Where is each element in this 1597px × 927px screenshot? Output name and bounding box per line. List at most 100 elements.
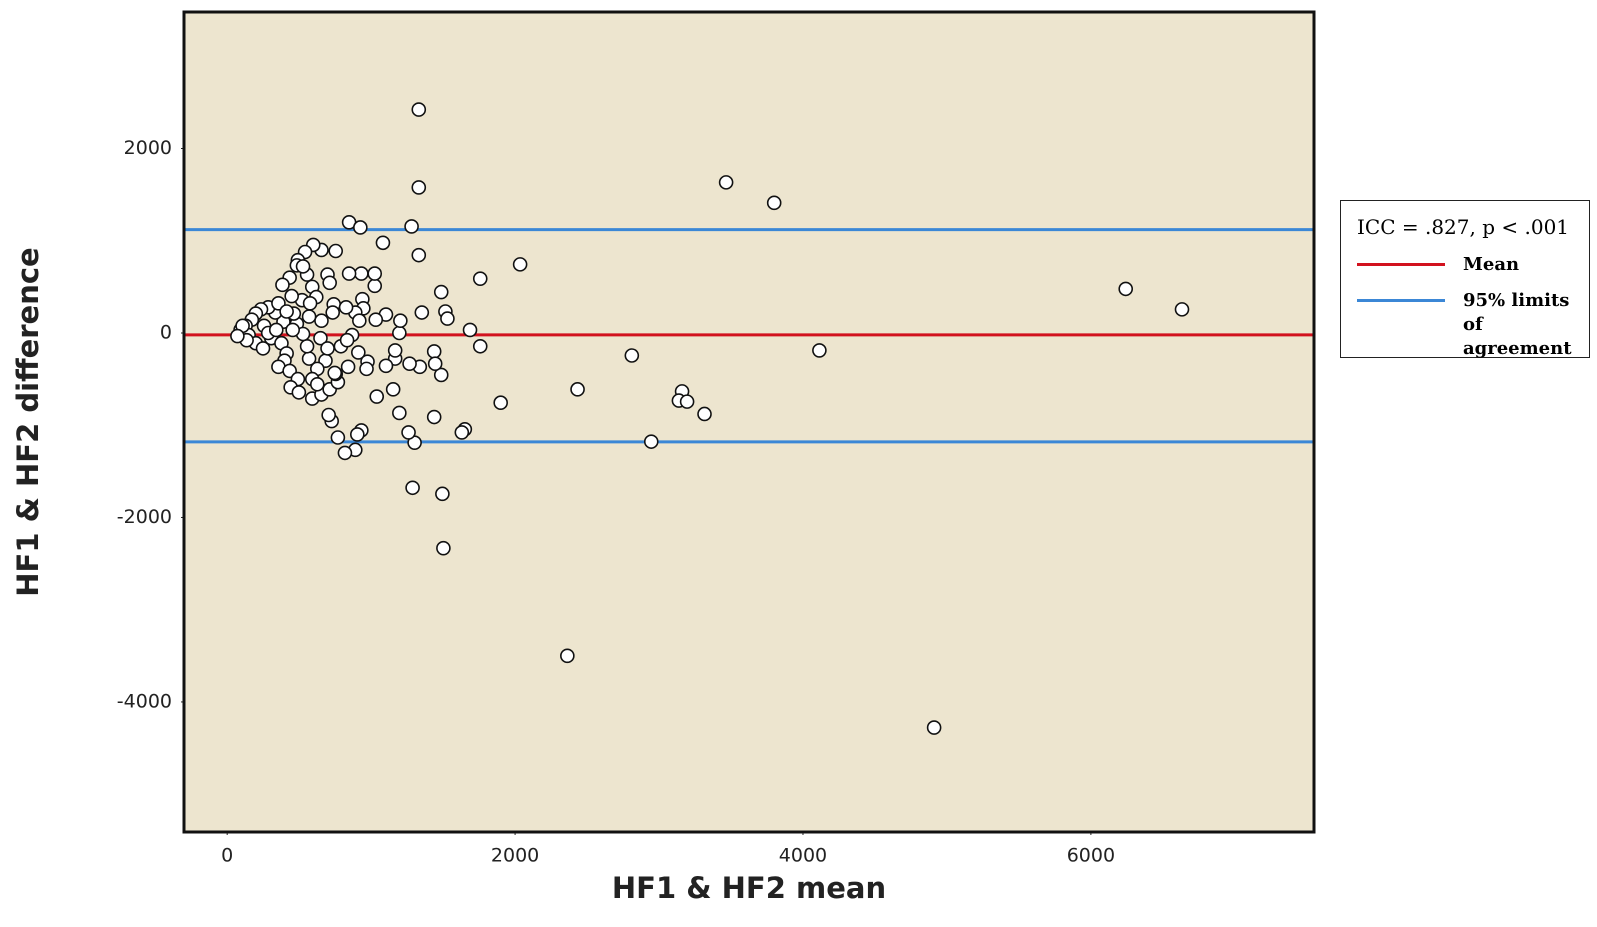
point (435, 486, 450, 502)
point (314, 313, 329, 329)
point (454, 425, 470, 440)
x-tick-label: 4000 (779, 845, 827, 867)
point (351, 345, 366, 360)
x-tick-label: 0 (221, 845, 233, 867)
point (295, 259, 311, 274)
point (309, 376, 325, 392)
point (392, 405, 407, 421)
legend: ICC = .827, p < .001 Mean 95% limits of … (1340, 200, 1590, 361)
point (718, 175, 734, 190)
point (926, 720, 942, 735)
point (472, 338, 488, 354)
point (411, 102, 427, 117)
point (338, 300, 354, 315)
point (426, 409, 442, 425)
point (279, 304, 294, 319)
point (411, 247, 427, 263)
point (1174, 302, 1190, 317)
point (367, 278, 383, 294)
legend-title: ICC = .827, p < .001 (1357, 215, 1570, 239)
point (392, 325, 407, 341)
point (302, 295, 318, 311)
y-tick-label: -4000 (117, 690, 172, 712)
point (411, 180, 427, 195)
point (570, 382, 585, 397)
point (433, 367, 449, 383)
point (404, 219, 419, 234)
point (354, 266, 369, 281)
point (812, 343, 827, 358)
point (368, 312, 384, 328)
point (328, 243, 344, 259)
x-axis-title: HF1 & HF2 mean (612, 871, 886, 905)
point (330, 430, 346, 445)
point (472, 271, 488, 286)
point (375, 235, 391, 251)
point (322, 275, 337, 291)
point (766, 195, 782, 211)
point (401, 425, 416, 440)
legend-entry: Mean (1357, 253, 1587, 277)
point (402, 356, 417, 372)
y-tick-label: 2000 (124, 137, 172, 159)
point (291, 385, 307, 400)
point (697, 406, 712, 422)
x-tick-label: 6000 (1067, 845, 1115, 867)
point (299, 338, 315, 354)
point (1118, 281, 1134, 297)
point (512, 257, 528, 272)
point (325, 305, 340, 320)
point (643, 434, 659, 449)
point (255, 341, 271, 356)
point (387, 343, 403, 358)
point (560, 648, 575, 664)
point (352, 313, 367, 329)
point (624, 348, 640, 363)
point (301, 351, 317, 366)
legend-swatch (1357, 299, 1445, 302)
point (436, 540, 451, 556)
point (327, 365, 343, 381)
point (341, 266, 357, 281)
y-axis-title: HF1 & HF2 difference (11, 247, 45, 596)
point (493, 395, 508, 411)
point (275, 277, 290, 293)
point (321, 407, 336, 423)
point (320, 341, 335, 356)
point (414, 305, 430, 320)
point (378, 358, 394, 374)
point (427, 356, 443, 372)
point (405, 480, 420, 496)
point (301, 309, 317, 324)
point (268, 322, 284, 338)
plot-area (184, 12, 1314, 832)
legend-swatch (1357, 263, 1445, 266)
legend-label: Mean (1463, 254, 1520, 275)
y-tick-label: -2000 (117, 506, 172, 528)
point (284, 288, 299, 304)
point (359, 361, 374, 377)
point (350, 427, 365, 442)
point (679, 394, 695, 409)
point (369, 389, 385, 404)
point (426, 344, 442, 359)
point (353, 220, 368, 235)
point (433, 284, 449, 300)
plot-frame (182, 10, 1316, 834)
x-tick-label: 2000 (491, 845, 539, 867)
legend-label: 95% limits of agreement (1463, 290, 1572, 359)
legend-entry: 95% limits of agreement (1357, 289, 1587, 361)
point (462, 322, 478, 338)
point (285, 322, 300, 338)
point (440, 311, 455, 326)
point (340, 359, 356, 375)
y-tick-label: 0 (160, 321, 172, 343)
point (385, 382, 401, 397)
point (367, 266, 383, 281)
point (339, 332, 355, 348)
point (393, 313, 408, 329)
point (230, 328, 245, 344)
point (337, 445, 353, 461)
